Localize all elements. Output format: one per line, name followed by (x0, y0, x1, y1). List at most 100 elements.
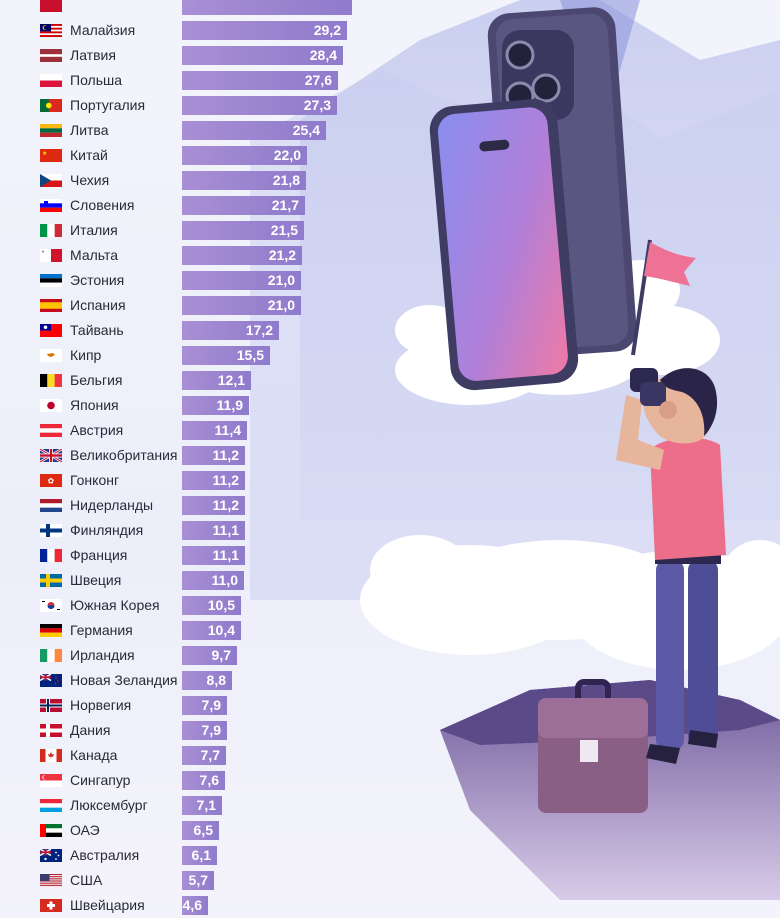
value-label: 21,0 (267, 297, 295, 313)
value-bar: 10,5 (182, 596, 241, 615)
smartphone-front-icon (429, 99, 579, 391)
value-label: 21,5 (270, 222, 298, 238)
value-label: 11,2 (212, 497, 239, 513)
country-label: Испания (70, 297, 126, 313)
flag-mt-icon (40, 249, 62, 262)
value-bar: 17,2 (182, 321, 279, 340)
value-label: 11,4 (214, 422, 241, 438)
country-label: Бельгия (70, 372, 123, 388)
value-bar: 11,4 (182, 421, 247, 440)
value-label: 21,0 (267, 272, 295, 288)
value-bar: 25,4 (182, 121, 326, 140)
chart-row: ОАЭ 6,5 (0, 818, 360, 843)
flag-ch-icon (40, 899, 62, 912)
value-bar: 21,7 (182, 196, 305, 215)
flag-se-icon (40, 574, 62, 587)
flag-hk-icon: ✿ (40, 474, 62, 487)
country-label: Финляндия (70, 522, 144, 538)
chart-row: Канада 7,7 (0, 743, 360, 768)
chart-row: Дания 7,9 (0, 718, 360, 743)
country-label: Чехия (70, 172, 110, 188)
flag-icon (631, 239, 696, 356)
value-label: 21,8 (272, 172, 300, 188)
value-label: 5,7 (188, 872, 208, 888)
flag-my-icon (40, 24, 62, 37)
country-label: Южная Корея (70, 597, 160, 613)
country-label: Сингапур (70, 772, 131, 788)
value-label: 11,9 (216, 397, 243, 413)
chart-row: Чехия 21,8 (0, 168, 360, 193)
value-bar: 9,7 (182, 646, 237, 665)
value-label: 22,0 (273, 147, 301, 163)
svg-text:✿: ✿ (48, 477, 55, 486)
value-label: 11,1 (212, 522, 239, 538)
chart-row: Люксембург 7,1 (0, 793, 360, 818)
chart-row: Финляндия 11,1 (0, 518, 360, 543)
flag-nl-icon (40, 499, 62, 512)
country-label: Мальта (70, 247, 119, 263)
value-label: 15,5 (236, 347, 264, 363)
chart-row: Великобритания 11,2 (0, 443, 360, 468)
country-label: Эстония (70, 272, 125, 288)
flag-fr-icon (40, 549, 62, 562)
chart-row: Австрия 11,4 (0, 418, 360, 443)
country-label: Люксембург (70, 797, 148, 813)
value-bar: 7,7 (182, 746, 226, 765)
flag-pl-icon (40, 74, 62, 87)
country-label: США (70, 872, 103, 888)
value-label: 7,7 (200, 747, 220, 763)
flag-de-icon (40, 624, 62, 637)
country-label: Китай (70, 147, 108, 163)
chart-row: Бельгия 12,1 (0, 368, 360, 393)
flag-lv-icon (40, 49, 62, 62)
flag-dk-icon (40, 724, 62, 737)
chart-row: Мальта 21,2 (0, 243, 360, 268)
country-label: Новая Зеландия (70, 672, 178, 688)
value-bar: 10,4 (182, 621, 241, 640)
flag-us-icon (40, 874, 62, 887)
value-label: 12,1 (217, 372, 245, 388)
chart-row: Словения 21,7 (0, 193, 360, 218)
chart-row: Кипр 15,5 (0, 343, 360, 368)
flag-it-icon (40, 224, 62, 237)
value-label: 4,6 (182, 897, 202, 913)
value-label: 11,2 (212, 447, 239, 463)
person-with-binoculars-icon (616, 368, 726, 764)
country-label: Латвия (70, 47, 116, 63)
value-label: 7,9 (201, 697, 221, 713)
value-bar: 11,2 (182, 446, 245, 465)
value-bar: 21,0 (182, 271, 301, 290)
chart-row: Германия 10,4 (0, 618, 360, 643)
value-bar: 21,2 (182, 246, 302, 265)
country-label: Великобритания (70, 447, 178, 463)
value-label: 7,6 (199, 772, 219, 788)
flag-no-icon (40, 699, 62, 712)
value-label: 6,5 (193, 822, 213, 838)
value-bar: 22,0 (182, 146, 307, 165)
value-bar (182, 0, 352, 15)
country-label: Польша (70, 72, 123, 88)
chart-row: США 5,7 (0, 868, 360, 893)
flag-pt-icon (40, 99, 62, 112)
value-label: 11,2 (212, 472, 239, 488)
value-bar: 6,5 (182, 821, 219, 840)
chart-row: Испания 21,0 (0, 293, 360, 318)
flag-ae-icon (40, 824, 62, 837)
value-bar: 7,9 (182, 721, 227, 740)
value-bar: 12,1 (182, 371, 251, 390)
country-label: Гонконг (70, 472, 120, 488)
value-label: 10,5 (207, 597, 235, 613)
country-label: Тайвань (70, 322, 124, 338)
value-bar: 11,2 (182, 471, 245, 490)
value-bar: 11,2 (182, 496, 245, 515)
value-bar: 11,1 (182, 546, 245, 565)
country-label: Канада (70, 747, 118, 763)
flag-at-icon (40, 424, 62, 437)
chart-row: Швеция 11,0 (0, 568, 360, 593)
chart-row: Япония 11,9 (0, 393, 360, 418)
value-bar: 27,6 (182, 71, 338, 90)
value-bar: 21,5 (182, 221, 304, 240)
country-label: Швейцария (70, 897, 145, 913)
value-bar: 27,3 (182, 96, 337, 115)
